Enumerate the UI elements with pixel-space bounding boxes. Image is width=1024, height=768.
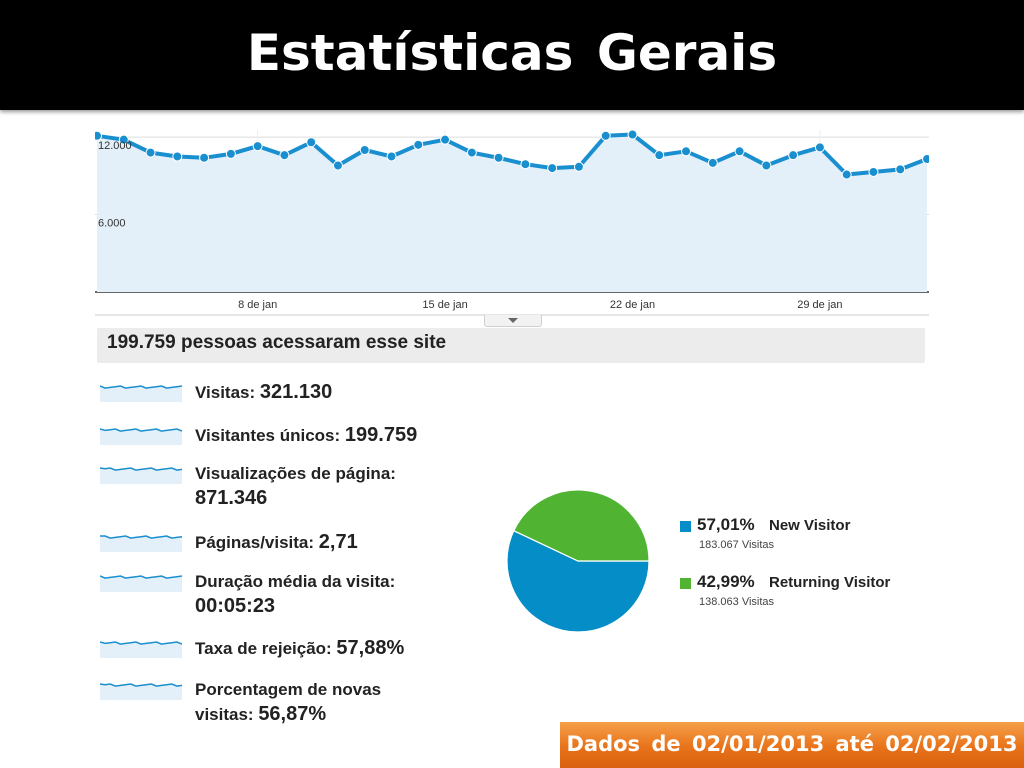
data-point xyxy=(199,152,210,163)
metric-label: Visitantes únicos: xyxy=(195,426,345,445)
data-point xyxy=(359,145,370,156)
metric-text: Porcentagem de novas visitas: 56,87% xyxy=(195,678,381,727)
legend-visits: 183.067 Visitas xyxy=(699,539,775,551)
legend-name: Returning Visitor xyxy=(769,574,891,591)
data-point xyxy=(520,159,531,170)
data-point xyxy=(252,141,263,152)
data-point xyxy=(573,161,584,172)
pie-slice-returning-visitor xyxy=(512,489,650,562)
pie-slice-new-visitor xyxy=(506,529,650,633)
metric-value: 57,88% xyxy=(336,637,405,659)
metric-label: Duração média da visita: xyxy=(195,572,396,591)
data-point xyxy=(841,169,852,180)
data-point xyxy=(922,154,929,165)
data-point xyxy=(734,146,745,157)
sparkline xyxy=(100,683,182,700)
sparkline xyxy=(100,535,182,552)
metric-label: Visitas: xyxy=(195,383,260,402)
data-point xyxy=(654,150,665,161)
data-point xyxy=(279,150,290,161)
data-point xyxy=(440,134,451,145)
legend-swatch-returning xyxy=(680,578,691,589)
metric-value: 2,71 xyxy=(318,531,358,553)
metric-label: Porcentagem de novas xyxy=(195,680,382,699)
data-point xyxy=(332,160,343,171)
x-tick-label: 29 de jan xyxy=(797,299,842,311)
data-point xyxy=(466,147,477,158)
metric-text: Taxa de rejeição: 57,88% xyxy=(195,636,404,661)
data-point xyxy=(386,151,397,162)
summary-bar: 199.759 pessoas acessaram esse site xyxy=(97,328,925,363)
chart-area-fill xyxy=(97,134,927,292)
data-point xyxy=(761,160,772,171)
metric-label: Páginas/visita: xyxy=(195,533,319,552)
x-tick-label: 15 de jan xyxy=(422,299,467,311)
page-title: Estatísticas Gerais xyxy=(246,24,778,82)
data-point xyxy=(493,152,504,163)
x-tick-label: 8 de jan xyxy=(238,299,277,311)
legend-swatch-new xyxy=(680,521,691,532)
data-point xyxy=(868,166,879,177)
data-point xyxy=(681,146,692,157)
legend-visits: 138.063 Visitas xyxy=(699,596,775,608)
metric-value: 871.346 xyxy=(195,487,268,509)
data-point xyxy=(707,157,718,168)
summary-text: 199.759 pessoas acessaram esse site xyxy=(107,332,447,353)
x-tick-label: 22 de jan xyxy=(610,299,655,311)
sparkline xyxy=(100,385,182,402)
data-point xyxy=(814,142,825,153)
data-point xyxy=(788,150,799,161)
data-point xyxy=(225,148,236,159)
chart-toggle-button[interactable] xyxy=(484,315,542,327)
data-point xyxy=(95,130,102,141)
title-bar: Estatísticas Gerais xyxy=(0,0,1024,110)
metric-text: Visitantes únicos: 199.759 xyxy=(195,423,417,448)
data-point xyxy=(306,137,317,148)
metric-value: 199.759 xyxy=(344,424,418,446)
sparkline xyxy=(100,641,182,658)
chevron-down-icon xyxy=(508,318,518,323)
data-point xyxy=(413,139,424,150)
data-point xyxy=(145,147,156,158)
data-point xyxy=(118,134,129,145)
legend-name: New Visitor xyxy=(769,517,851,534)
y-tick-label: 6.000 xyxy=(98,218,126,230)
sparkline xyxy=(100,428,182,445)
legend-pct: 42,99% xyxy=(697,572,755,591)
metric-label: Visualizações de página: xyxy=(195,464,396,483)
visits-line-chart: 12.000 6.000 8 de jan 15 de jan 22 de jan 29 … xyxy=(95,130,929,316)
metric-text: Visitas: 321.130 xyxy=(195,380,332,405)
metric-value: 56,87% xyxy=(258,703,327,725)
date-range-box: Dados de 02/01/2013 até 02/02/2013 xyxy=(560,722,1024,768)
visitor-pie-chart xyxy=(506,489,650,633)
data-point xyxy=(627,130,638,140)
sparkline xyxy=(100,467,182,484)
sparkline xyxy=(100,575,182,592)
metric-text: Visualizações de página: 871.346 xyxy=(195,462,396,511)
data-point xyxy=(172,151,183,162)
metric-label: Taxa de rejeição: xyxy=(195,639,337,658)
data-point xyxy=(600,130,611,141)
date-range-text: Dados de 02/01/2013 até 02/02/2013 xyxy=(566,732,1018,756)
data-point xyxy=(895,164,906,175)
metric-text: Duração média da visita: 00:05:23 xyxy=(195,570,395,619)
metric-value: 00:05:23 xyxy=(195,595,276,617)
legend-pct: 57,01% xyxy=(697,515,755,534)
data-point xyxy=(547,163,558,174)
metric-label: visitas: xyxy=(195,705,259,724)
metric-text: Páginas/visita: 2,71 xyxy=(195,530,358,555)
y-tick-label: 12.000 xyxy=(98,140,132,152)
metric-value: 321.130 xyxy=(259,381,333,403)
